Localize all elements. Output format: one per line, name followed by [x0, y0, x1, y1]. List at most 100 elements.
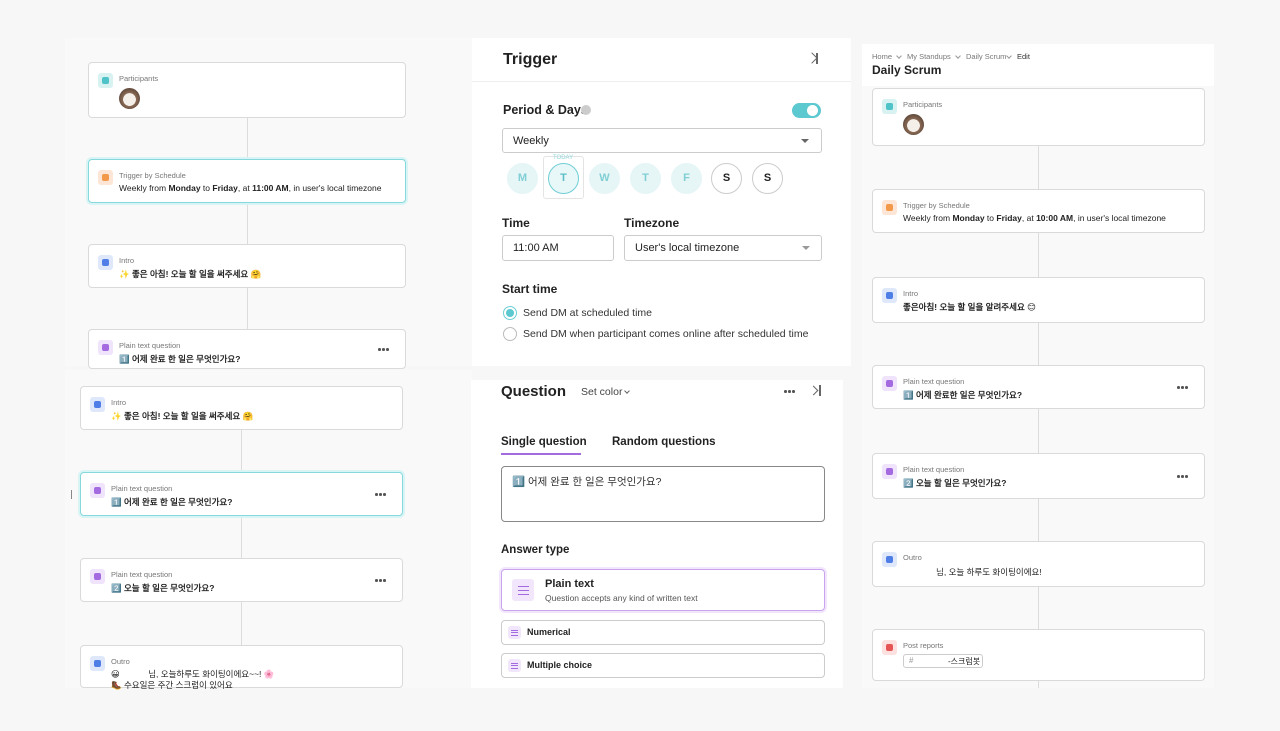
section-label: Answer type: [501, 544, 570, 556]
flow-card[interactable]: Plain text question 1️⃣ 어제 완료 한 일은 무엇인가요?: [88, 329, 406, 369]
flow-card[interactable]: Trigger by Schedule Weekly from Monday to…: [88, 159, 406, 203]
answer-icon: [508, 626, 521, 639]
card-icon: [98, 170, 113, 185]
tab[interactable]: Random questions: [612, 436, 716, 448]
text-segment: to: [984, 213, 997, 223]
answer-option[interactable]: Numerical: [501, 620, 825, 645]
card-icon: [98, 340, 113, 355]
card-icon: [90, 569, 105, 584]
today-label: TODAY: [553, 155, 574, 161]
card-icon-glyph: [886, 644, 893, 651]
flow-card[interactable]: Plain text question 2️⃣ 오늘 할 일은 무엇인가요?: [80, 558, 403, 602]
toggle[interactable]: [792, 103, 821, 118]
card-label: Post reports: [903, 641, 944, 650]
breadcrumb-item: Edit: [1017, 52, 1030, 61]
text-segment: , in user's local timezone: [288, 183, 382, 193]
radio[interactable]: [503, 327, 517, 341]
answer-title: Plain text: [545, 578, 594, 590]
day-button[interactable]: S: [711, 163, 742, 194]
day-button[interactable]: T: [548, 163, 579, 194]
day-button[interactable]: T: [630, 163, 661, 194]
radio[interactable]: [503, 306, 517, 320]
icon-line: [511, 665, 518, 667]
card-icon-glyph: [94, 660, 101, 667]
flow-card[interactable]: Participants: [88, 62, 406, 118]
question-panel: Question Set color Single question Random q…: [471, 380, 843, 688]
flow-card[interactable]: Trigger by Schedule Weekly from Monday to…: [872, 189, 1205, 233]
radio-dot: [506, 309, 514, 317]
select[interactable]: Weekly: [502, 128, 822, 153]
text-segment: to: [200, 183, 213, 193]
text-segment: Friday: [996, 213, 1022, 223]
icon-line: [511, 634, 518, 636]
card-icon-glyph: [102, 259, 109, 266]
card-label: Trigger by Schedule: [903, 201, 970, 210]
text-segment: , at: [237, 183, 253, 193]
more-dot: [1185, 386, 1188, 389]
flow-card[interactable]: Intro 좋은아침! 오늘 할 일을 알려주세요 😊: [872, 277, 1205, 323]
answer-icon: [512, 579, 534, 601]
dropdown-arrow: [801, 139, 809, 143]
day-button[interactable]: S: [752, 163, 783, 194]
icon-line: [511, 629, 518, 632]
more-dot: [1177, 475, 1180, 478]
more-dot: [382, 348, 385, 351]
card-label: Outro: [903, 553, 922, 562]
flow-card[interactable]: Outro 😀 님, 오늘하루도 화이팅이에요~~! 🌸 🥾 수요일은 주간 스크럼…: [80, 645, 403, 690]
day-button[interactable]: W: [589, 163, 620, 194]
card-icon-glyph: [886, 292, 893, 299]
connector: [1038, 146, 1039, 688]
breadcrumb-item[interactable]: Daily Scrum: [966, 52, 1007, 61]
timezone-select[interactable]: User's local timezone: [624, 235, 822, 261]
card-icon-glyph: [886, 468, 893, 475]
more-dot: [379, 493, 382, 496]
flow-card[interactable]: Plain text question 1️⃣ 어제 완료 한 일은 무엇인가요?: [80, 472, 403, 516]
breadcrumb-item[interactable]: My Standups: [907, 52, 951, 61]
section-label: Start time: [502, 282, 558, 296]
more-dot: [1177, 386, 1180, 389]
flow-card[interactable]: Outro 님, 오늘 하루도 화이팅이에요!: [872, 541, 1205, 587]
question-input[interactable]: 1️⃣ 어제 완료 한 일은 무엇인가요?: [501, 466, 825, 522]
flow-card[interactable]: Post reports # -스크럼봇: [872, 629, 1205, 681]
more-dot: [386, 348, 389, 351]
text-segment: 10:00 AM: [1036, 213, 1074, 223]
card-icon: [90, 483, 105, 498]
card-label: Plain text question: [903, 377, 965, 386]
select-value: Weekly: [513, 135, 549, 147]
text-segment: Weekly from: [903, 213, 953, 223]
flow-card[interactable]: Intro ✨ 좋은 아침! 오늘 할 일을 써주세요 🤗: [80, 386, 403, 430]
answer-title: Multiple choice: [527, 660, 593, 670]
answer-option[interactable]: Multiple choice: [501, 653, 825, 678]
card-icon: [882, 288, 897, 303]
card-icon-glyph: [102, 344, 109, 351]
flow-card[interactable]: Plain text question 2️⃣ 오늘 할 일은 무엇인가요?: [872, 453, 1205, 499]
flow-card[interactable]: Participants: [872, 88, 1205, 146]
answer-icon: [508, 659, 521, 672]
day-button[interactable]: F: [671, 163, 702, 194]
more-dot: [788, 390, 791, 393]
flow-card[interactable]: Plain text question 1️⃣ 어제 완료한 일은 무엇인가요?: [872, 365, 1205, 409]
day-button[interactable]: M: [507, 163, 538, 194]
right-header: [862, 44, 1214, 86]
channel-prefix: #: [909, 656, 914, 665]
section-label: Timezone: [624, 216, 680, 230]
card-icon: [98, 73, 113, 88]
card-icon: [882, 640, 897, 655]
set-color[interactable]: Set color: [581, 386, 623, 398]
card-text: 🥾 수요일은 주간 스크럼이 있어요: [111, 680, 233, 690]
section-label: Time: [502, 216, 530, 230]
breadcrumb-item[interactable]: Home: [872, 52, 893, 61]
more-dot: [379, 579, 382, 582]
card-icon-glyph: [94, 487, 101, 494]
tab[interactable]: Single question: [501, 436, 587, 448]
card-text: Weekly from Monday to Friday, at 10:00 A…: [903, 213, 1166, 223]
card-text: 1️⃣ 어제 완료 한 일은 무엇인가요?: [111, 497, 233, 507]
answer-option[interactable]: Plain text Question accepts any kind of w…: [501, 569, 825, 611]
select-value: User's local timezone: [635, 242, 740, 254]
icon-line: [511, 667, 518, 669]
card-text: 1️⃣ 어제 완료한 일은 무엇인가요?: [903, 390, 1023, 400]
flow-card[interactable]: Intro ✨ 좋은 아침! 오늘 할 일을 써주세요 🤗: [88, 244, 406, 288]
close-icon[interactable]: [808, 385, 819, 396]
time-input[interactable]: 11:00 AM: [502, 235, 614, 261]
